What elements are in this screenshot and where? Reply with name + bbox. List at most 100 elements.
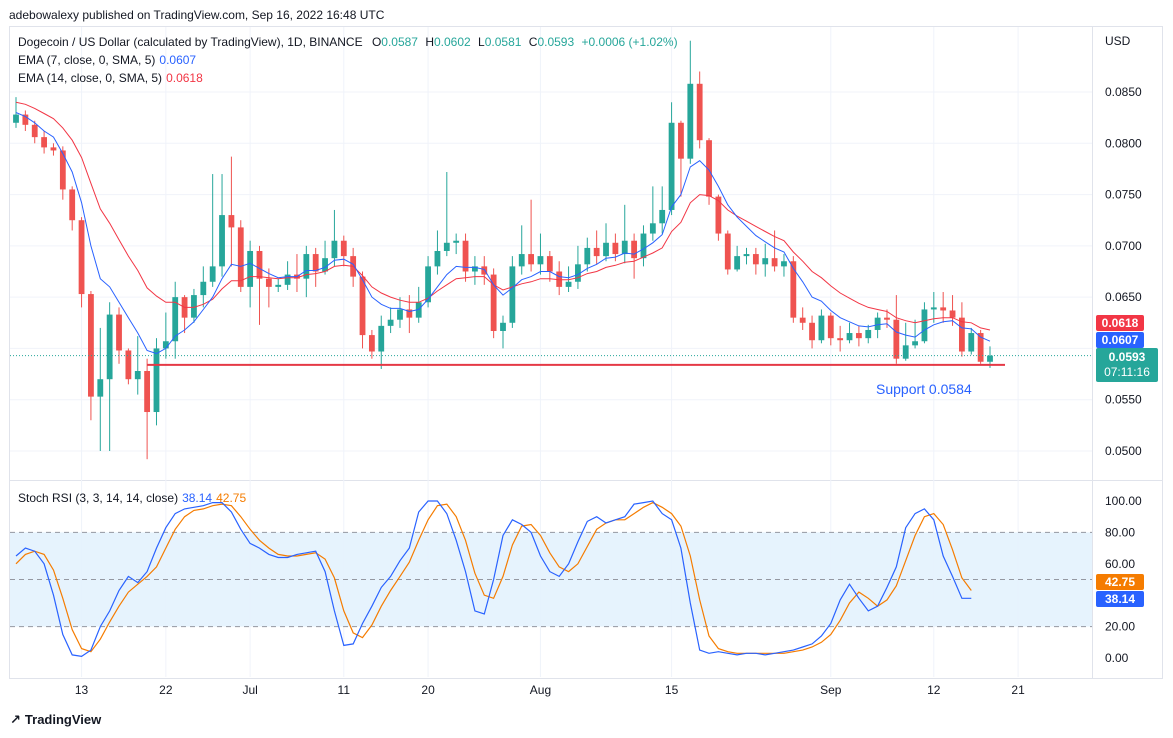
ema7-value: 0.0607	[159, 53, 197, 67]
ema14-value: 0.0618	[166, 71, 203, 85]
candle	[106, 302, 113, 451]
candle	[162, 312, 169, 359]
candle	[977, 329, 984, 364]
candle	[237, 220, 244, 293]
stoch-k-line	[15, 500, 972, 658]
candle	[902, 322, 909, 361]
candle	[284, 261, 291, 290]
candle-body	[509, 266, 516, 323]
candle	[818, 309, 825, 344]
candle-body	[275, 284, 282, 287]
stoch-tick-label: 60.00	[1105, 557, 1135, 571]
candle-body	[884, 317, 890, 320]
candle	[968, 327, 975, 355]
legend-l-label: L	[478, 35, 485, 49]
candle	[874, 312, 881, 339]
candle	[125, 348, 132, 385]
candle	[659, 186, 666, 234]
candle	[78, 217, 85, 308]
candle	[172, 281, 179, 359]
ema7-label: EMA (7, close, 0, SMA, 5)	[18, 53, 156, 67]
candle	[734, 245, 741, 272]
candle-body	[78, 220, 85, 295]
date-tick-label: 15	[665, 683, 679, 697]
candle	[144, 358, 151, 460]
ema7-line	[15, 112, 991, 355]
candle	[312, 247, 319, 287]
candle-body	[237, 227, 244, 287]
stoch-tick-label: 100.00	[1105, 494, 1142, 508]
legend-symbol: Dogecoin / US Dollar (calculated by Trad…	[18, 35, 363, 49]
candle-body	[827, 315, 834, 339]
candle-body	[162, 341, 169, 349]
candle-body	[453, 240, 460, 243]
candle-body	[125, 350, 132, 380]
candle-body	[490, 274, 497, 331]
candle-body	[472, 266, 478, 272]
candle	[453, 233, 460, 255]
candle	[696, 71, 703, 149]
candle-body	[247, 250, 254, 287]
candle-body	[968, 333, 975, 352]
countdown: 07:11:16	[1104, 365, 1150, 379]
candle-body	[59, 150, 66, 190]
candle	[743, 247, 750, 265]
ema-lines	[10, 101, 1092, 357]
candle	[191, 288, 197, 323]
candle	[181, 295, 188, 334]
candle-body	[518, 254, 525, 267]
candle-body	[687, 83, 694, 159]
legend-open: 0.0587	[381, 35, 418, 49]
stoch-label: Stoch RSI (3, 3, 14, 14, close)	[18, 491, 179, 505]
candle	[153, 338, 160, 426]
candle	[930, 292, 937, 323]
candle	[134, 336, 141, 395]
tradingview-logo-icon: ↗	[10, 712, 21, 727]
candle	[359, 271, 366, 349]
candle-body	[743, 254, 750, 257]
candle-body	[771, 258, 778, 267]
date-tick-label: 21	[1011, 683, 1025, 697]
candle-body	[331, 240, 338, 259]
date-tick-label: Sep	[820, 683, 842, 697]
date-tick-label: 11	[338, 683, 351, 697]
candle-body	[443, 242, 450, 251]
support-label: Support 0.0584	[876, 381, 972, 397]
candle	[556, 261, 563, 296]
candle-body	[172, 297, 179, 342]
candle	[415, 286, 422, 323]
candle	[846, 322, 853, 344]
publisher-line: adebowalexy published on TradingView.com…	[9, 8, 385, 22]
candle-body	[752, 254, 759, 265]
candle	[247, 240, 254, 308]
candle	[434, 230, 441, 275]
stoch-k-value: 38.14	[182, 491, 213, 505]
candle	[397, 297, 403, 328]
date-tick-label: 12	[927, 683, 941, 697]
candle	[546, 250, 553, 282]
candle	[490, 268, 497, 339]
candle-body	[481, 266, 488, 275]
candle-body	[809, 322, 815, 341]
footer-brand-text: TradingView	[24, 712, 102, 727]
date-tick-label: Jul	[242, 683, 257, 697]
price-tick-label: 0.0650	[1105, 290, 1142, 304]
candle-body	[303, 254, 310, 279]
stoch-d-tag: 42.75	[1096, 574, 1144, 590]
candle	[116, 307, 122, 364]
candle	[200, 266, 207, 308]
candle	[340, 235, 347, 267]
candle-body	[603, 242, 609, 257]
candle-body	[368, 335, 375, 352]
candle	[706, 138, 712, 205]
candle	[59, 146, 66, 200]
candle	[209, 174, 216, 287]
candle-body	[930, 307, 937, 310]
candle	[228, 156, 235, 267]
candle-body	[818, 315, 825, 341]
candle-body	[734, 256, 741, 270]
candle	[41, 130, 47, 154]
ema14-label: EMA (14, close, 0, SMA, 5)	[18, 71, 163, 85]
price-tick-label: 0.0550	[1105, 393, 1142, 407]
